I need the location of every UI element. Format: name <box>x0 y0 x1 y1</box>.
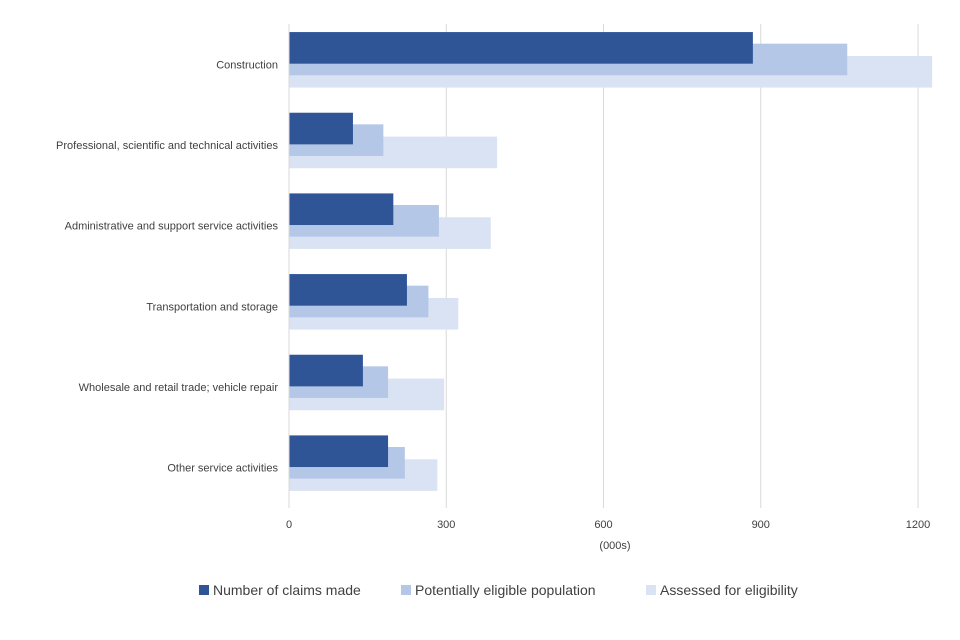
category-label: Other service activities <box>167 463 278 475</box>
bar-number-of-claims-made-transportation-and-storage <box>289 274 407 306</box>
gridlines <box>445 24 919 508</box>
bar-number-of-claims-made-construction <box>289 32 753 64</box>
legend: Number of claims made Potentially eligibl… <box>199 582 798 598</box>
x-tick-label: 900 <box>752 519 770 531</box>
category-label: Wholesale and retail trade; vehicle repa… <box>79 382 279 394</box>
legend-swatch-assessed-for-eligibility <box>646 585 656 595</box>
bar-number-of-claims-made-wholesale-and-retail-trade-vehicle-repair <box>289 354 363 387</box>
legend-label-number-of-claims-made: Number of claims made <box>213 582 361 598</box>
x-tick-label: 0 <box>286 519 292 531</box>
x-tick-label: 1200 <box>906 519 930 531</box>
category-label: Professional, scientific and technical a… <box>56 140 278 152</box>
x-tick-label: 600 <box>594 519 612 531</box>
legend-label-potentially-eligible-population: Potentially eligible population <box>415 582 596 598</box>
category-label: Administrative and support service activ… <box>65 221 279 233</box>
x-tick-label: 300 <box>437 519 455 531</box>
x-axis-title: (000s) <box>599 540 630 552</box>
bar-number-of-claims-made-administrative-and-support-service-activities <box>289 193 394 226</box>
category-labels: Construction Professional, scientific and… <box>56 59 278 474</box>
legend-swatch-potentially-eligible-population <box>401 585 411 595</box>
category-label: Transportation and storage <box>146 301 278 313</box>
bars <box>289 32 933 491</box>
x-tick-labels: 0 300 600 900 1200 <box>286 519 930 531</box>
bar-number-of-claims-made-professional-scientific-and-technical-activities <box>289 112 353 145</box>
legend-label-assessed-for-eligibility: Assessed for eligibility <box>660 582 798 598</box>
legend-swatch-number-of-claims-made <box>199 585 209 595</box>
bar-number-of-claims-made-other-service-activities <box>289 435 389 468</box>
category-label: Construction <box>216 59 278 71</box>
